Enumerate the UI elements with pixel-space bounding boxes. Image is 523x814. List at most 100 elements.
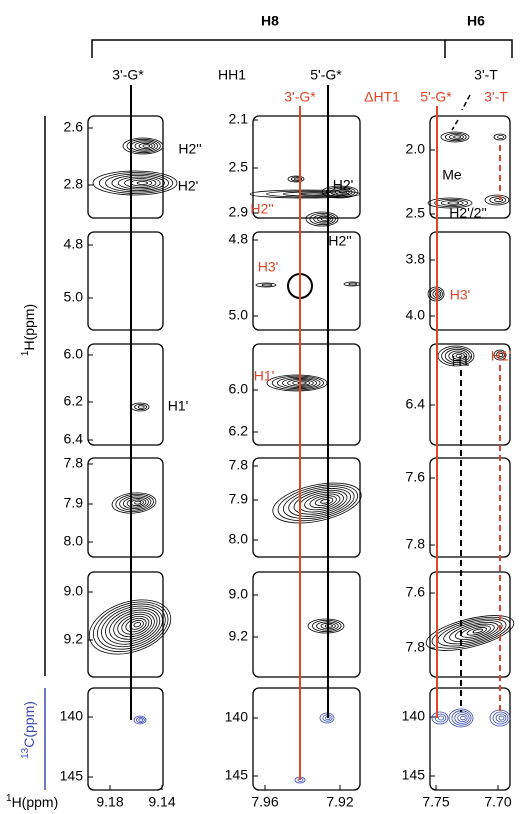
contour bbox=[454, 136, 461, 139]
contour bbox=[344, 282, 360, 286]
y-tick-label: 9.0 bbox=[229, 586, 249, 602]
contour bbox=[498, 136, 504, 139]
contour bbox=[349, 283, 357, 285]
column-label-red: 5'-G* bbox=[420, 89, 452, 105]
contour bbox=[256, 283, 276, 287]
contour bbox=[461, 716, 466, 720]
contour bbox=[138, 406, 144, 409]
y-tick-label: 4.8 bbox=[64, 236, 84, 252]
peak-label: H2'' bbox=[328, 233, 351, 249]
h6-bracket bbox=[445, 40, 512, 58]
contour bbox=[438, 716, 443, 720]
x-tick-label: 7.75 bbox=[422, 794, 449, 810]
y-tick-label: 2.5 bbox=[229, 159, 249, 175]
y-tick-label: 4.0 bbox=[406, 307, 426, 323]
axis-label: 1H(ppm) bbox=[20, 304, 37, 356]
y-tick-label: 7.9 bbox=[64, 495, 84, 511]
spectrum-panel bbox=[430, 232, 510, 330]
y-tick-label: 5.0 bbox=[229, 307, 249, 323]
y-tick-label: 8.0 bbox=[229, 531, 249, 547]
axis-label-main: H(ppm) bbox=[21, 304, 37, 351]
contour bbox=[294, 178, 299, 180]
y-tick-label: 9.0 bbox=[64, 583, 84, 599]
contour bbox=[277, 377, 320, 388]
contour bbox=[262, 284, 272, 286]
contour bbox=[458, 714, 468, 721]
y-tick-label: 9.2 bbox=[64, 631, 84, 647]
contour bbox=[139, 719, 143, 722]
axis-label: 13C(ppm) bbox=[20, 701, 37, 759]
y-tick-label: 6.4 bbox=[64, 431, 84, 447]
y-tick-label: 7.6 bbox=[406, 584, 426, 600]
group-label: H6 bbox=[467, 13, 485, 29]
y-tick-label: 2.0 bbox=[406, 141, 426, 157]
contour bbox=[435, 613, 508, 651]
y-tick-label: 140 bbox=[60, 708, 84, 724]
y-tick-label: 6.0 bbox=[64, 346, 84, 362]
y-tick-label: 7.8 bbox=[406, 639, 426, 655]
h8-bracket bbox=[92, 40, 445, 58]
peak-label: H1' bbox=[452, 353, 473, 369]
annotation-pointer bbox=[452, 95, 470, 130]
contour bbox=[137, 182, 148, 185]
y-tick-label: 7.9 bbox=[229, 491, 249, 507]
contour bbox=[495, 198, 503, 201]
peak-label: H1' bbox=[254, 368, 275, 384]
column-label-red: 3'-T bbox=[484, 89, 508, 105]
y-tick-label: 4.8 bbox=[229, 231, 249, 247]
contour bbox=[131, 180, 152, 186]
contour bbox=[490, 197, 506, 204]
peak-label: H2' bbox=[333, 177, 354, 193]
x-tick-label: 9.14 bbox=[148, 794, 175, 810]
y-tick-label: 3.8 bbox=[406, 251, 426, 267]
peak-label: H2'' bbox=[178, 141, 201, 157]
spectrum-panel bbox=[253, 458, 360, 557]
contour bbox=[135, 404, 147, 409]
contour bbox=[131, 499, 144, 506]
peak-label: H3' bbox=[450, 287, 471, 303]
contour bbox=[133, 622, 141, 628]
group-label: H8 bbox=[261, 13, 279, 29]
axis-label-main: C(ppm) bbox=[21, 701, 37, 748]
y-tick-label: 145 bbox=[402, 767, 426, 783]
contour bbox=[143, 145, 150, 148]
y-tick-label: 2.6 bbox=[64, 119, 84, 135]
y-tick-label: 2.9 bbox=[229, 204, 249, 220]
column-label: 3'-G* bbox=[112, 67, 144, 83]
y-tick-label: 2.1 bbox=[229, 111, 249, 127]
contour bbox=[293, 381, 310, 386]
peak-label: H2'/2'' bbox=[449, 205, 487, 221]
spectrum-panel bbox=[253, 688, 360, 790]
spectrum-panel bbox=[88, 116, 163, 218]
column-label-red: 3'-G* bbox=[284, 89, 316, 105]
y-tick-label: 2.8 bbox=[64, 176, 84, 192]
y-tick-label: 7.8 bbox=[64, 455, 84, 471]
y-tick-label: 140 bbox=[225, 709, 249, 725]
y-tick-label: 7.8 bbox=[229, 457, 249, 473]
nmr-figure: H8H63'-G*HH15'-G*3'-T3'-G*ΔHT15'-G*3'-T1… bbox=[0, 0, 523, 814]
y-tick-label: 6.0 bbox=[229, 381, 249, 397]
y-tick-label: 2.5 bbox=[406, 205, 426, 221]
y-tick-label: 145 bbox=[60, 768, 84, 784]
y-tick-label: 6.2 bbox=[64, 393, 84, 409]
peak-label: H2'' bbox=[250, 201, 273, 217]
spectrum-panel bbox=[430, 688, 510, 790]
y-tick-label: 8.0 bbox=[64, 533, 84, 549]
contour bbox=[124, 616, 148, 634]
y-tick-label: 7.8 bbox=[406, 536, 426, 552]
peak-label: H1' bbox=[491, 348, 512, 364]
spectrum-panel bbox=[88, 572, 163, 677]
spectrum-panel bbox=[430, 458, 510, 557]
contour bbox=[139, 143, 152, 148]
contour bbox=[496, 714, 506, 722]
spectrum-panel bbox=[88, 232, 163, 330]
contour bbox=[449, 135, 463, 140]
axis-label-sup: 13 bbox=[20, 747, 31, 759]
peak-label: H1' bbox=[168, 398, 189, 414]
y-tick-label: 6.2 bbox=[229, 423, 249, 439]
column-label: 5'-G* bbox=[310, 67, 342, 83]
contour bbox=[112, 176, 165, 191]
peak-label: H2' bbox=[178, 178, 199, 194]
peak-label: H3' bbox=[258, 259, 279, 275]
column-label-red: ΔHT1 bbox=[364, 89, 400, 105]
